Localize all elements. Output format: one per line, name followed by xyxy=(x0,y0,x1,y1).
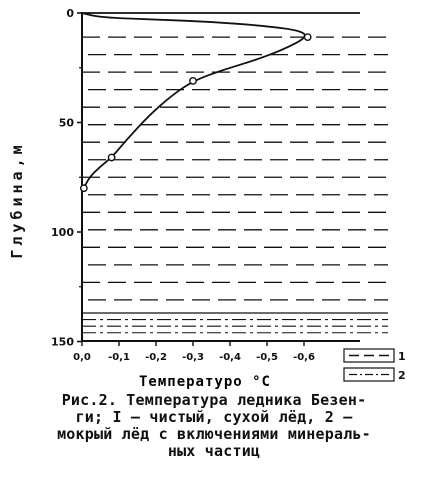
data-point xyxy=(303,33,312,41)
caption-line: Рис.2. Температура ледника Безен- xyxy=(61,391,367,409)
axes xyxy=(81,12,360,342)
data-point xyxy=(79,184,88,193)
y-tick-label: 50 xyxy=(59,117,75,130)
caption-line: ных частиц xyxy=(167,442,261,460)
x-tick-label: -0,6 xyxy=(293,352,315,363)
temperature-curve xyxy=(81,12,360,189)
x-tick-label: -0,1 xyxy=(108,352,130,363)
figure-caption: Рис.2. Температура ледника Безен- ги; I … xyxy=(6,392,422,460)
y-axis-label: Глубина,м xyxy=(8,141,26,258)
x-tick-label: -0,3 xyxy=(182,352,204,363)
x-ticks: 0,0 -0,1 -0,2 -0,3 -0,4 -0,5 -0,6 xyxy=(73,341,315,363)
data-point xyxy=(107,153,116,162)
y-tick-label: 0 xyxy=(66,7,74,20)
marked-points xyxy=(79,33,312,193)
legend: 12 xyxy=(343,348,406,382)
legend-label: 2 xyxy=(398,369,406,382)
x-axis-label: Температуро °С xyxy=(139,374,271,390)
x-tick-label: -0,4 xyxy=(219,352,241,363)
caption-line: мокрый лёд с включениями минераль- xyxy=(57,425,371,443)
y-tick-label: 100 xyxy=(51,226,74,239)
x-tick-label: -0,5 xyxy=(256,352,278,363)
data-point xyxy=(189,76,197,85)
x-tick-label: -0,2 xyxy=(145,352,167,363)
legend-label: 1 xyxy=(398,350,406,363)
hatching-layer xyxy=(82,36,388,334)
y-tick-label: 150 xyxy=(51,336,74,349)
y-ticks: 0 50 100 150 xyxy=(51,7,82,349)
caption-line: ги; I – чистый, сухой лёд, 2 – xyxy=(75,408,353,426)
x-tick-label: 0,0 xyxy=(73,352,91,363)
chart: 0 50 100 150 0,0 -0,1 -0,2 -0,3 -0,4 -0,5 -0,6 Гл… xyxy=(8,7,406,390)
